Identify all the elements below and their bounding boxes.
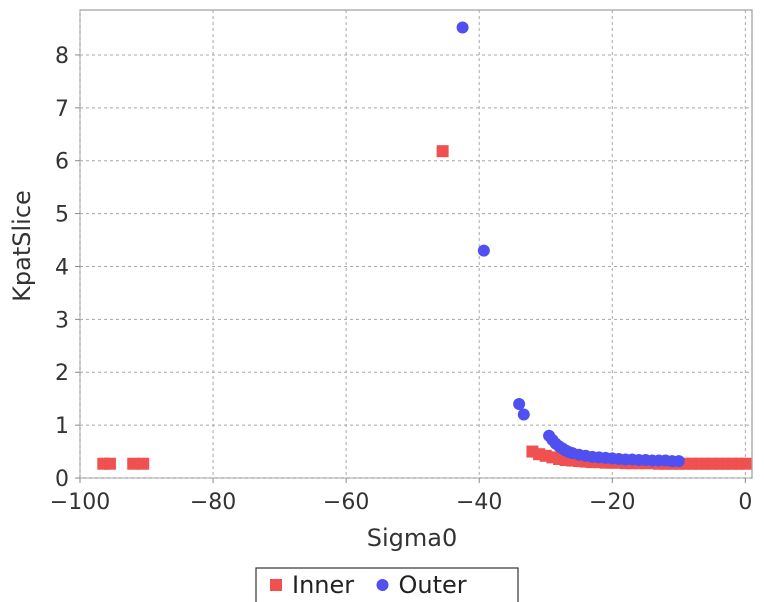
data-point-inner <box>739 457 752 470</box>
legend: Inner Outer <box>255 567 519 602</box>
y-tick-label: 3 <box>55 308 69 333</box>
y-tick-label: 8 <box>55 44 69 69</box>
y-tick-label: 2 <box>55 361 69 386</box>
y-tick-label: 1 <box>55 414 69 439</box>
data-point-inner <box>103 457 116 470</box>
y-tick-label: 5 <box>55 203 69 228</box>
x-tick-label: −100 <box>50 490 110 515</box>
series-outer <box>456 21 685 468</box>
data-point-outer <box>672 455 685 468</box>
y-tick-label: 0 <box>55 467 69 492</box>
x-tick-label: −80 <box>190 490 236 515</box>
legend-swatch-inner <box>270 579 282 591</box>
y-axis-title: KpatSlice <box>8 190 36 302</box>
data-point-outer <box>477 244 490 257</box>
data-point-outer <box>513 397 526 410</box>
data-point-outer <box>456 21 469 34</box>
plot-area <box>79 9 753 479</box>
y-tick-label: 7 <box>55 97 69 122</box>
data-point-outer <box>517 408 530 421</box>
x-tick-label: 0 <box>738 490 752 515</box>
y-tick-label: 4 <box>55 255 69 280</box>
x-axis-title: Sigma0 <box>367 524 458 552</box>
legend-label-inner: Inner <box>292 571 354 599</box>
y-tick-label: 6 <box>55 150 69 175</box>
data-point-inner <box>127 457 140 470</box>
x-tick-label: −20 <box>589 490 635 515</box>
data-point-inner <box>137 457 150 470</box>
data-point-inner <box>436 145 449 158</box>
legend-swatch-outer <box>376 579 389 591</box>
x-tick-label: −60 <box>323 490 369 515</box>
x-tick-label: −40 <box>456 490 502 515</box>
legend-label-outer: Outer <box>399 571 467 599</box>
